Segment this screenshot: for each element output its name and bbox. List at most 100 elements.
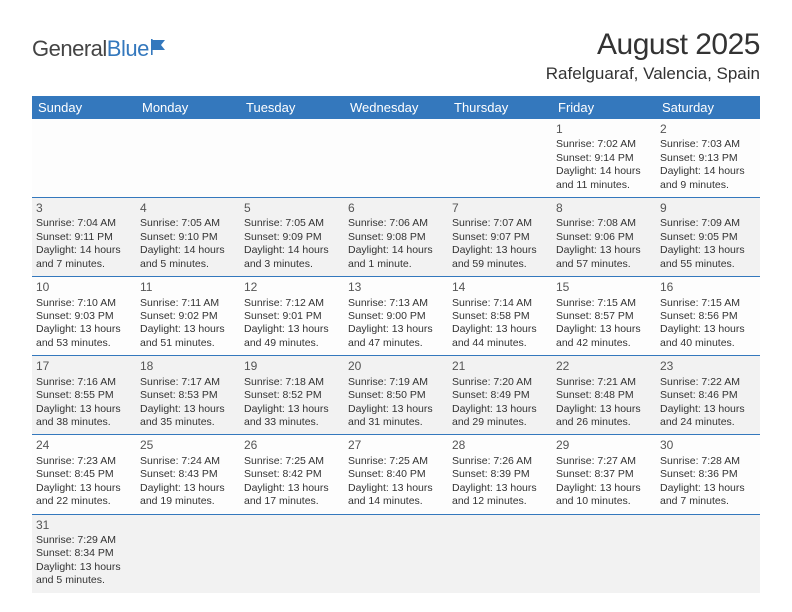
calendar-cell: 3Sunrise: 7:04 AMSunset: 9:11 PMDaylight… — [32, 198, 136, 277]
daylight-text: Daylight: 13 hours and 49 minutes. — [244, 323, 340, 350]
sunset-text: Sunset: 8:57 PM — [556, 310, 652, 323]
calendar-cell — [656, 514, 760, 593]
day-header-row: Sunday Monday Tuesday Wednesday Thursday… — [32, 96, 760, 119]
daylight-text: Daylight: 13 hours and 22 minutes. — [36, 482, 132, 509]
calendar-cell: 18Sunrise: 7:17 AMSunset: 8:53 PMDayligh… — [136, 356, 240, 435]
sunrise-text: Sunrise: 7:16 AM — [36, 376, 132, 389]
day-number: 23 — [660, 359, 756, 374]
sunrise-text: Sunrise: 7:10 AM — [36, 297, 132, 310]
sunset-text: Sunset: 9:03 PM — [36, 310, 132, 323]
sunrise-text: Sunrise: 7:04 AM — [36, 217, 132, 230]
sunset-text: Sunset: 8:46 PM — [660, 389, 756, 402]
sunrise-text: Sunrise: 7:18 AM — [244, 376, 340, 389]
sunrise-text: Sunrise: 7:28 AM — [660, 455, 756, 468]
header: GeneralBlue August 2025 Rafelguaraf, Val… — [32, 28, 760, 84]
daylight-text: Daylight: 13 hours and 14 minutes. — [348, 482, 444, 509]
sunrise-text: Sunrise: 7:12 AM — [244, 297, 340, 310]
calendar-cell: 25Sunrise: 7:24 AMSunset: 8:43 PMDayligh… — [136, 435, 240, 514]
calendar-cell — [240, 514, 344, 593]
calendar-cell: 21Sunrise: 7:20 AMSunset: 8:49 PMDayligh… — [448, 356, 552, 435]
sunrise-text: Sunrise: 7:23 AM — [36, 455, 132, 468]
sunset-text: Sunset: 9:09 PM — [244, 231, 340, 244]
day-number: 17 — [36, 359, 132, 374]
daylight-text: Daylight: 13 hours and 24 minutes. — [660, 403, 756, 430]
daylight-text: Daylight: 13 hours and 55 minutes. — [660, 244, 756, 271]
day-number: 4 — [140, 201, 236, 216]
daylight-text: Daylight: 13 hours and 10 minutes. — [556, 482, 652, 509]
sunset-text: Sunset: 8:42 PM — [244, 468, 340, 481]
daylight-text: Daylight: 13 hours and 42 minutes. — [556, 323, 652, 350]
day-number: 5 — [244, 201, 340, 216]
page-title: August 2025 — [546, 28, 760, 62]
calendar-cell: 30Sunrise: 7:28 AMSunset: 8:36 PMDayligh… — [656, 435, 760, 514]
day-number: 31 — [36, 518, 132, 533]
day-number: 22 — [556, 359, 652, 374]
day-number: 14 — [452, 280, 548, 295]
day-number: 12 — [244, 280, 340, 295]
day-number: 11 — [140, 280, 236, 295]
sunrise-text: Sunrise: 7:15 AM — [660, 297, 756, 310]
calendar-cell: 20Sunrise: 7:19 AMSunset: 8:50 PMDayligh… — [344, 356, 448, 435]
calendar-cell — [552, 514, 656, 593]
sunrise-text: Sunrise: 7:09 AM — [660, 217, 756, 230]
day-number: 13 — [348, 280, 444, 295]
daylight-text: Daylight: 13 hours and 29 minutes. — [452, 403, 548, 430]
sunset-text: Sunset: 9:07 PM — [452, 231, 548, 244]
day-number: 16 — [660, 280, 756, 295]
sunset-text: Sunset: 8:37 PM — [556, 468, 652, 481]
calendar-cell: 11Sunrise: 7:11 AMSunset: 9:02 PMDayligh… — [136, 277, 240, 356]
sunrise-text: Sunrise: 7:11 AM — [140, 297, 236, 310]
calendar-cell — [448, 514, 552, 593]
day-header: Wednesday — [344, 96, 448, 119]
daylight-text: Daylight: 13 hours and 19 minutes. — [140, 482, 236, 509]
daylight-text: Daylight: 13 hours and 47 minutes. — [348, 323, 444, 350]
sunrise-text: Sunrise: 7:26 AM — [452, 455, 548, 468]
sunset-text: Sunset: 8:34 PM — [36, 547, 132, 560]
calendar-row: 31Sunrise: 7:29 AMSunset: 8:34 PMDayligh… — [32, 514, 760, 593]
day-header: Monday — [136, 96, 240, 119]
calendar-cell: 22Sunrise: 7:21 AMSunset: 8:48 PMDayligh… — [552, 356, 656, 435]
sunrise-text: Sunrise: 7:02 AM — [556, 138, 652, 151]
day-number: 8 — [556, 201, 652, 216]
day-number: 7 — [452, 201, 548, 216]
sunset-text: Sunset: 9:11 PM — [36, 231, 132, 244]
calendar-cell: 14Sunrise: 7:14 AMSunset: 8:58 PMDayligh… — [448, 277, 552, 356]
calendar-cell: 4Sunrise: 7:05 AMSunset: 9:10 PMDaylight… — [136, 198, 240, 277]
day-number: 6 — [348, 201, 444, 216]
calendar-cell: 9Sunrise: 7:09 AMSunset: 9:05 PMDaylight… — [656, 198, 760, 277]
day-number: 15 — [556, 280, 652, 295]
sunset-text: Sunset: 9:06 PM — [556, 231, 652, 244]
sunrise-text: Sunrise: 7:20 AM — [452, 376, 548, 389]
calendar-cell: 15Sunrise: 7:15 AMSunset: 8:57 PMDayligh… — [552, 277, 656, 356]
day-number: 29 — [556, 438, 652, 453]
calendar-cell — [344, 119, 448, 198]
day-number: 28 — [452, 438, 548, 453]
day-number: 2 — [660, 122, 756, 137]
day-header: Sunday — [32, 96, 136, 119]
sunrise-text: Sunrise: 7:06 AM — [348, 217, 444, 230]
calendar-cell: 29Sunrise: 7:27 AMSunset: 8:37 PMDayligh… — [552, 435, 656, 514]
sunset-text: Sunset: 9:01 PM — [244, 310, 340, 323]
sunset-text: Sunset: 8:52 PM — [244, 389, 340, 402]
daylight-text: Daylight: 13 hours and 33 minutes. — [244, 403, 340, 430]
daylight-text: Daylight: 13 hours and 51 minutes. — [140, 323, 236, 350]
sunset-text: Sunset: 8:58 PM — [452, 310, 548, 323]
calendar-row: 1Sunrise: 7:02 AMSunset: 9:14 PMDaylight… — [32, 119, 760, 198]
day-number: 20 — [348, 359, 444, 374]
flag-icon — [151, 36, 173, 62]
calendar-cell: 10Sunrise: 7:10 AMSunset: 9:03 PMDayligh… — [32, 277, 136, 356]
sunset-text: Sunset: 8:39 PM — [452, 468, 548, 481]
sunrise-text: Sunrise: 7:07 AM — [452, 217, 548, 230]
title-block: August 2025 Rafelguaraf, Valencia, Spain — [546, 28, 760, 84]
day-number: 9 — [660, 201, 756, 216]
daylight-text: Daylight: 14 hours and 3 minutes. — [244, 244, 340, 271]
day-number: 10 — [36, 280, 132, 295]
calendar-cell: 19Sunrise: 7:18 AMSunset: 8:52 PMDayligh… — [240, 356, 344, 435]
sunrise-text: Sunrise: 7:25 AM — [244, 455, 340, 468]
calendar-cell — [344, 514, 448, 593]
calendar-cell: 27Sunrise: 7:25 AMSunset: 8:40 PMDayligh… — [344, 435, 448, 514]
calendar-cell — [136, 119, 240, 198]
daylight-text: Daylight: 13 hours and 57 minutes. — [556, 244, 652, 271]
sunset-text: Sunset: 9:00 PM — [348, 310, 444, 323]
calendar-row: 10 Sunrise: 7:10 AMSunset: 9:03 PM Dayligh… — [32, 277, 760, 356]
